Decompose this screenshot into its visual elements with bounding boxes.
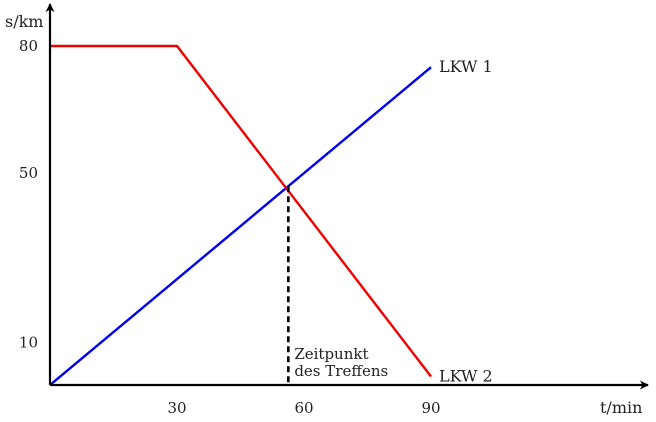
series-label-2: LKW 2 (439, 367, 493, 386)
ticks-layer: 30 60 90 10 50 80 (19, 37, 441, 417)
x-tick-label-90: 90 (421, 399, 440, 417)
y-tick-label-80: 80 (19, 37, 38, 55)
series-layer: LKW 1 LKW 2 (49, 44, 493, 386)
y-tick-label-10: 10 (19, 334, 38, 352)
x-axis-label: t/min (600, 398, 642, 417)
x-tick-label-30: 30 (167, 399, 186, 417)
series-line-1 (49, 66, 432, 386)
annotation-line-2: des Treffens (294, 362, 388, 380)
series-line-2 (50, 44, 432, 378)
annotation-line-1: Zeitpunkt (294, 345, 368, 363)
axes-layer: t/min s/km (5, 3, 649, 417)
series-label-1: LKW 1 (439, 57, 493, 76)
x-tick-label-60: 60 (294, 399, 313, 417)
y-tick-label-50: 50 (19, 164, 38, 182)
y-axis-label: s/km (5, 12, 43, 31)
